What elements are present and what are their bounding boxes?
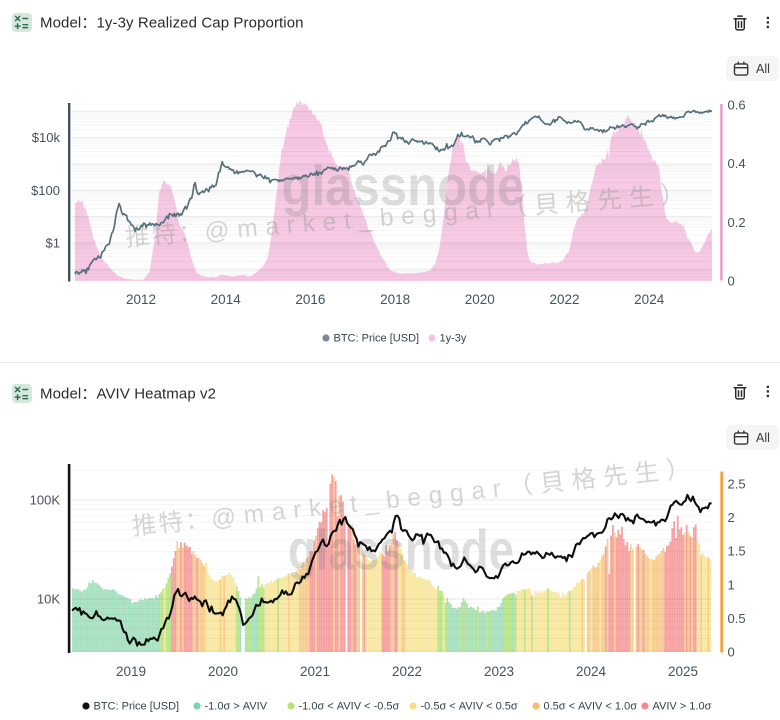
svg-text:2019: 2019 — [116, 664, 146, 679]
svg-text:2024: 2024 — [634, 292, 665, 307]
svg-text:$1: $1 — [46, 235, 60, 250]
svg-text:0.2: 0.2 — [728, 215, 746, 230]
svg-text:-1.0σ < AVIV < -0.5σ: -1.0σ < AVIV < -0.5σ — [299, 701, 400, 713]
svg-text:0: 0 — [728, 645, 735, 660]
svg-text:-0.5σ < AVIV < 0.5σ: -0.5σ < AVIV < 0.5σ — [421, 701, 518, 713]
svg-text:2: 2 — [728, 510, 735, 525]
svg-text:2014: 2014 — [211, 292, 242, 307]
svg-text:BTC: Price [USD]: BTC: Price [USD] — [94, 701, 180, 713]
svg-text:AVIV > 1.0σ: AVIV > 1.0σ — [653, 701, 712, 713]
svg-text:glassnode: glassnode — [282, 154, 525, 217]
svg-text:0.6: 0.6 — [728, 98, 746, 113]
svg-text:2024: 2024 — [576, 664, 607, 679]
svg-text:2.5: 2.5 — [728, 477, 746, 492]
svg-text:All: All — [756, 431, 770, 445]
svg-text:BTC: Price [USD]: BTC: Price [USD] — [334, 333, 420, 345]
svg-text:2012: 2012 — [126, 292, 156, 307]
svg-text:0: 0 — [728, 274, 735, 289]
svg-text:2022: 2022 — [549, 292, 579, 307]
svg-text:All: All — [756, 62, 770, 76]
svg-text:2018: 2018 — [380, 292, 410, 307]
svg-text:2021: 2021 — [300, 664, 330, 679]
svg-text:2022: 2022 — [392, 664, 422, 679]
svg-text:10K: 10K — [37, 592, 60, 607]
svg-text:2023: 2023 — [484, 664, 514, 679]
svg-text:$10k: $10k — [32, 130, 61, 145]
svg-text:0.5: 0.5 — [728, 611, 746, 626]
svg-text:100K: 100K — [30, 493, 61, 508]
svg-text:1.5: 1.5 — [728, 544, 746, 559]
svg-text:0.4: 0.4 — [728, 156, 746, 171]
svg-text:2025: 2025 — [668, 664, 698, 679]
svg-text:-1.0σ > AVIV: -1.0σ > AVIV — [205, 701, 268, 713]
svg-text:1y-3y: 1y-3y — [440, 333, 467, 345]
svg-text:0.5σ < AVIV < 1.0σ: 0.5σ < AVIV < 1.0σ — [544, 701, 638, 713]
svg-text:2020: 2020 — [465, 292, 495, 307]
svg-text:1: 1 — [728, 577, 735, 592]
svg-text:Model：AVIV Heatmap v2: Model：AVIV Heatmap v2 — [40, 386, 216, 403]
svg-text:Model：1y-3y Realized Cap Propo: Model：1y-3y Realized Cap Proportion — [40, 15, 304, 32]
svg-text:2020: 2020 — [208, 664, 238, 679]
svg-text:$100: $100 — [31, 183, 60, 198]
svg-text:2016: 2016 — [295, 292, 325, 307]
